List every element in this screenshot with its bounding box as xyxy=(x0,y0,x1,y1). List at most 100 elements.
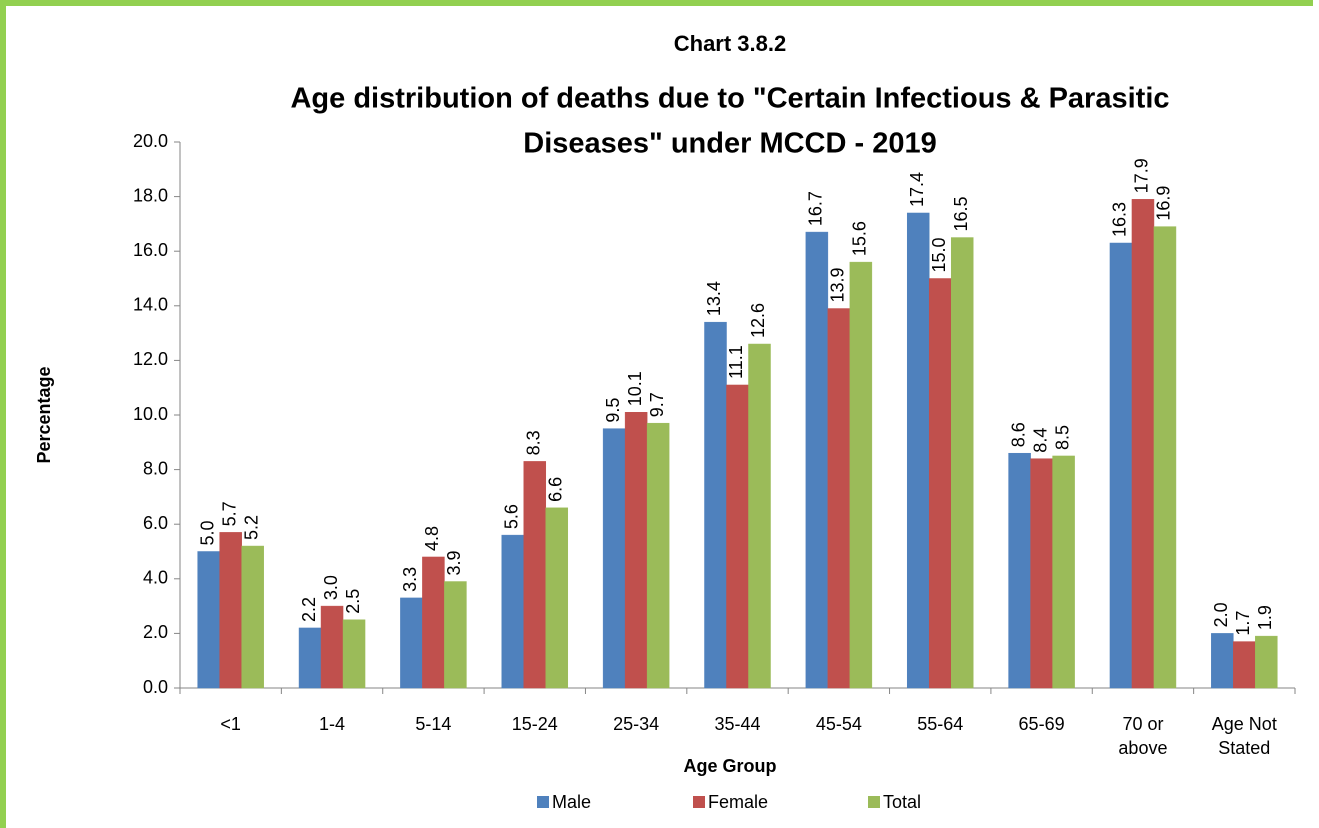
bar xyxy=(1109,242,1133,689)
legend-swatch xyxy=(537,796,549,808)
bar xyxy=(849,261,873,689)
x-axis-label: Age Group xyxy=(684,756,777,776)
bar xyxy=(501,534,525,689)
y-tick-label: 2.0 xyxy=(143,622,168,642)
data-label: 5.7 xyxy=(219,501,239,526)
bar xyxy=(950,237,974,689)
data-label: 16.3 xyxy=(1110,202,1130,237)
data-label: 2.2 xyxy=(299,597,319,622)
bar xyxy=(545,507,569,689)
bar xyxy=(928,278,952,689)
bar xyxy=(422,556,445,689)
y-tick-label: 8.0 xyxy=(143,458,168,478)
x-tick-label: 35-44 xyxy=(714,714,761,734)
y-tick-label: 10.0 xyxy=(133,404,168,424)
x-tick-label: 25-34 xyxy=(613,714,660,734)
y-tick-label: 0.0 xyxy=(143,677,168,697)
y-tick-label: 12.0 xyxy=(133,349,168,369)
data-label: 5.0 xyxy=(197,520,217,545)
x-tick-label: 70 or above xyxy=(1118,714,1168,758)
bar xyxy=(1255,635,1278,689)
legend-label: Female xyxy=(708,792,768,812)
bar xyxy=(1233,641,1256,689)
bar xyxy=(827,308,851,689)
data-label: 3.3 xyxy=(400,567,420,592)
bar xyxy=(523,461,547,689)
data-label: 16.5 xyxy=(951,197,971,232)
legend-label: Male xyxy=(552,792,591,812)
data-label: 16.7 xyxy=(806,191,826,226)
bar xyxy=(1211,633,1234,689)
data-label: 8.6 xyxy=(1008,422,1028,447)
data-label: 9.5 xyxy=(603,398,623,423)
y-tick-label: 4.0 xyxy=(143,568,168,588)
chart-title: Age distribution of deaths due to "Certa… xyxy=(290,83,1169,115)
bar xyxy=(805,231,829,689)
y-tick-label: 18.0 xyxy=(133,185,168,205)
data-label: 5.2 xyxy=(241,515,261,540)
bar xyxy=(704,321,727,689)
y-tick-label: 6.0 xyxy=(143,513,168,533)
chart-title: Diseases" under MCCD - 2019 xyxy=(523,128,936,160)
data-label: 1.9 xyxy=(1255,605,1275,630)
data-label: 9.7 xyxy=(647,392,667,417)
x-tick-label: 5-14 xyxy=(415,714,452,734)
legend-swatch xyxy=(693,796,705,808)
data-label: 13.4 xyxy=(704,281,724,316)
legend-label: Total xyxy=(883,792,921,812)
x-tick-label: 1-4 xyxy=(319,714,346,734)
bar xyxy=(646,422,670,689)
bar xyxy=(726,384,749,689)
data-label: 11.1 xyxy=(726,345,746,379)
data-label: 13.9 xyxy=(828,267,848,302)
chart-title: Chart 3.8.2 xyxy=(674,31,787,56)
bar xyxy=(1131,199,1155,689)
bar xyxy=(444,581,467,689)
y-tick-label: 14.0 xyxy=(133,295,168,315)
bar xyxy=(1052,455,1075,689)
data-label: 3.9 xyxy=(444,550,464,575)
data-label: 8.3 xyxy=(524,430,544,455)
bar xyxy=(342,619,366,689)
data-label: 4.8 xyxy=(422,526,442,551)
data-label: 3.0 xyxy=(321,575,341,600)
data-label: 2.5 xyxy=(343,589,363,614)
x-tick-label: <1 xyxy=(220,714,241,734)
bar xyxy=(748,343,771,689)
bar xyxy=(602,428,626,689)
x-tick-label: 55-64 xyxy=(917,714,964,734)
x-tick-label: 15-24 xyxy=(511,714,558,734)
data-label: 8.5 xyxy=(1052,425,1072,450)
bar xyxy=(197,551,220,689)
data-label: 17.9 xyxy=(1132,158,1152,193)
bar xyxy=(1008,452,1031,689)
y-tick-label: 20.0 xyxy=(133,131,168,151)
bar xyxy=(1153,226,1177,689)
bar xyxy=(906,212,930,689)
data-label: 17.4 xyxy=(907,172,927,207)
legend-swatch xyxy=(868,796,880,808)
bar xyxy=(624,412,648,689)
data-label: 5.6 xyxy=(502,504,522,529)
bar xyxy=(219,532,242,689)
data-label: 1.7 xyxy=(1233,611,1253,636)
data-label: 15.6 xyxy=(850,221,870,256)
x-tick-label: 45-54 xyxy=(815,714,862,734)
data-label: 2.0 xyxy=(1211,602,1231,627)
bar xyxy=(298,627,322,689)
data-label: 12.6 xyxy=(748,303,768,338)
data-label: 10.1 xyxy=(625,371,645,406)
x-tick-label: 65-69 xyxy=(1018,714,1065,734)
data-label: 8.4 xyxy=(1030,428,1050,453)
data-label: 6.6 xyxy=(546,477,566,502)
x-tick-label: Age Not Stated xyxy=(1211,714,1277,758)
y-tick-label: 16.0 xyxy=(133,240,168,260)
data-label: 16.9 xyxy=(1154,186,1174,221)
data-label: 15.0 xyxy=(929,237,949,272)
bar xyxy=(1030,458,1053,689)
bar xyxy=(320,605,344,689)
bar xyxy=(241,545,264,689)
